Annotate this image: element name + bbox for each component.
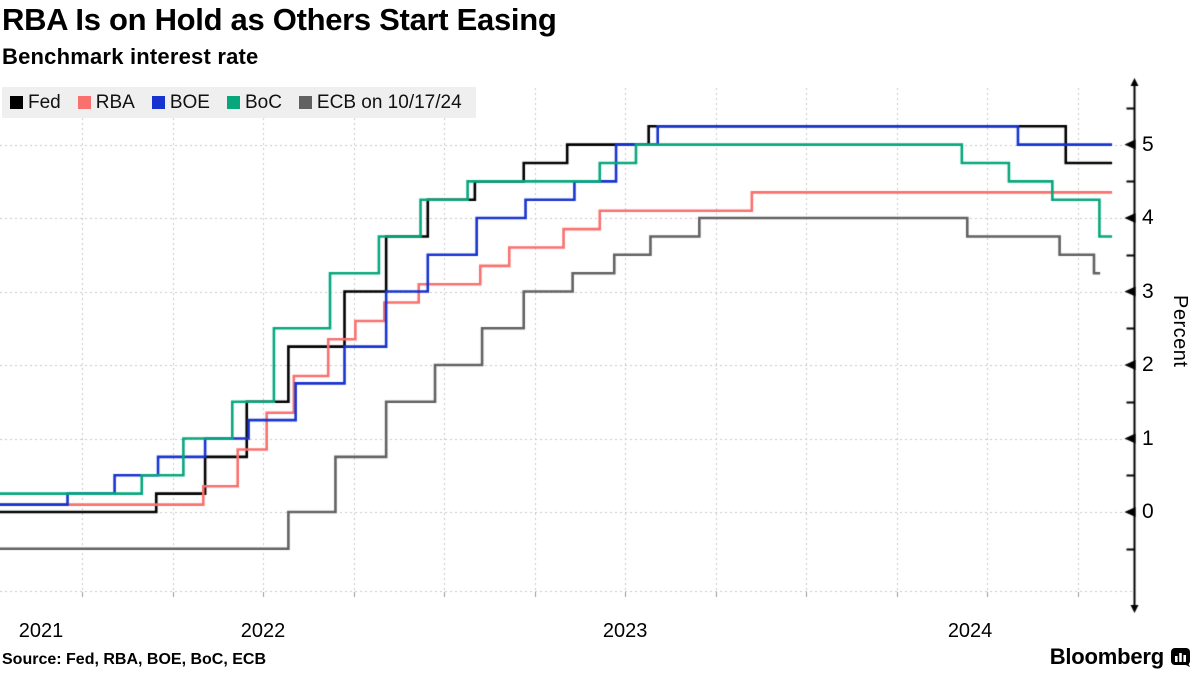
legend-label: BoC <box>244 91 282 113</box>
x-year-label: 2022 <box>240 620 286 642</box>
x-year-label: 2024 <box>947 620 993 642</box>
legend-label: BOE <box>169 91 210 113</box>
legend-label: ECB on 10/17/24 <box>316 91 462 113</box>
y-tick-label: 5 <box>1142 132 1154 156</box>
y-tick-label: 2 <box>1142 353 1154 377</box>
bloomberg-wordmark: Bloomberg <box>1049 644 1165 669</box>
y-tick-label: 1 <box>1142 426 1154 450</box>
legend-item-fed: Fed <box>10 92 61 114</box>
y-tick-label: 4 <box>1142 206 1154 230</box>
legend-swatch <box>298 96 312 109</box>
chart-title: RBA Is on Hold as Others Start Easing <box>2 2 557 37</box>
bloomberg-branding: Bloomberg <box>1050 644 1190 670</box>
legend-swatch <box>77 96 91 109</box>
x-year-label: 2023 <box>602 620 648 642</box>
bloomberg-chart-icon <box>1171 647 1190 667</box>
legend-item-boc: BoC <box>226 91 282 114</box>
x-year-label: 2021 <box>18 620 64 642</box>
y-axis-title: Percent <box>1169 295 1191 368</box>
source-note: Source: Fed, RBA, BOE, BoC, ECB <box>2 651 267 668</box>
chart-subtitle: Benchmark interest rate <box>2 44 259 69</box>
legend-item-boe: BOE <box>151 91 210 114</box>
y-tick-label: 0 <box>1142 500 1154 523</box>
legend-swatch <box>151 96 165 109</box>
legend-swatch <box>226 96 240 109</box>
legend-label: RBA <box>95 91 135 113</box>
legend-label: Fed <box>28 91 61 113</box>
y-tick-label: 3 <box>1142 279 1154 303</box>
legend-swatch <box>10 96 23 109</box>
chart-legend: Fed RBA BOE BoC ECB on 10/17/24 <box>2 87 476 118</box>
legend-item-ecb: ECB on 10/17/24 <box>298 91 462 114</box>
legend-item-rba: RBA <box>77 91 135 114</box>
